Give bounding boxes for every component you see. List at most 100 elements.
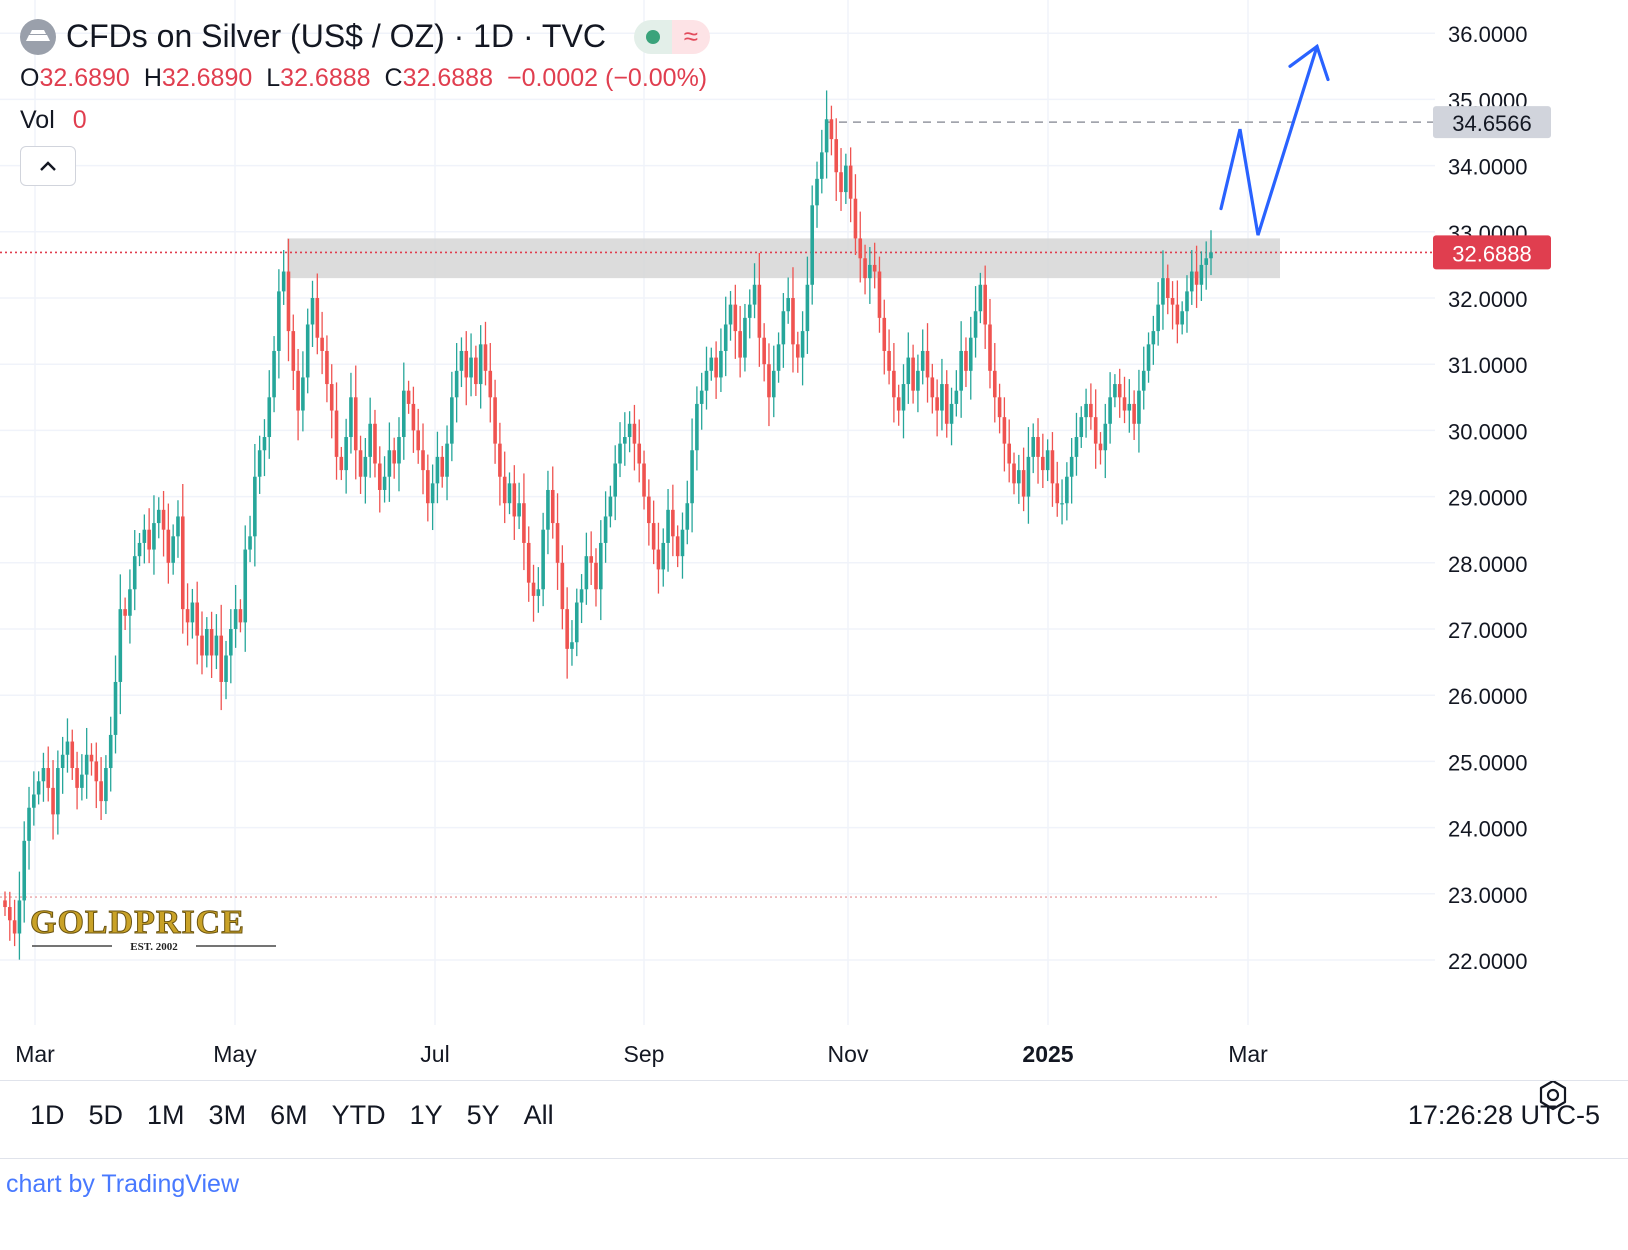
timeframe-1y[interactable]: 1Y (409, 1100, 443, 1130)
candle (757, 252, 762, 367)
timeframe-1d[interactable]: 1D (30, 1100, 65, 1130)
candle-body (84, 754, 89, 775)
time-tick-label: Mar (1228, 1041, 1268, 1067)
candle-body (752, 284, 757, 305)
candle-body (550, 489, 555, 524)
candle (959, 321, 963, 418)
price-tick-label: 32.0000 (1448, 287, 1528, 312)
time-tick-label: 2025 (1022, 1041, 1073, 1067)
symbol-title[interactable]: CFDs on Silver (US$ / OZ) · 1D · TVC (66, 18, 606, 54)
candle (1055, 461, 1060, 517)
candle (853, 174, 858, 255)
chart-settings-button[interactable] (1536, 1078, 1570, 1117)
collapse-legend-button[interactable] (20, 146, 76, 186)
candle-body (844, 165, 848, 193)
candle-body (704, 370, 709, 391)
candle-body (901, 384, 906, 411)
candle-body (229, 629, 233, 656)
candle (603, 491, 608, 563)
candle-body (791, 298, 795, 345)
candle (791, 267, 795, 373)
candle-body (41, 768, 46, 782)
candle-body (627, 423, 632, 438)
candle-body (406, 390, 411, 404)
tradingview-credit-link[interactable]: chart by TradingView (6, 1170, 239, 1198)
time-axis[interactable]: Mar May Jul Sep Nov 2025 Mar (15, 1041, 1268, 1067)
chart-clock[interactable]: 17:26:28 UTC-5 (1407, 1100, 1600, 1130)
candle-body (944, 384, 949, 424)
candle-body (872, 264, 877, 272)
candle-body (320, 337, 324, 351)
last-price-tag (1433, 235, 1551, 270)
candle (574, 588, 579, 657)
candle (320, 311, 324, 375)
timeframe-3m[interactable]: 3M (208, 1100, 247, 1130)
candle-body (887, 350, 891, 371)
candle-body (464, 350, 469, 378)
candle (277, 269, 281, 379)
candle (416, 408, 421, 464)
candle (872, 242, 877, 289)
timeframe-ytd[interactable]: YTD (331, 1100, 386, 1130)
candle-body (829, 119, 834, 140)
candlestick-series (3, 90, 1213, 960)
candle-body (1098, 443, 1103, 451)
candle (60, 736, 65, 794)
candle-body (171, 536, 175, 563)
candle (132, 530, 137, 611)
candle-body (137, 542, 142, 557)
candle-body (1074, 437, 1079, 457)
candle (949, 387, 954, 446)
candle-body (916, 370, 920, 391)
timeframe-1m[interactable]: 1M (147, 1100, 185, 1130)
candle (1012, 452, 1016, 495)
timeframe-5y[interactable]: 5Y (466, 1100, 500, 1130)
candle-body (805, 284, 810, 332)
candle-body (416, 430, 421, 451)
candle-body (517, 503, 521, 517)
candle-body (877, 271, 882, 318)
candle-body (925, 350, 930, 378)
candle (430, 464, 435, 531)
timeframe-6m[interactable]: 6M (270, 1100, 308, 1130)
candle (152, 495, 156, 575)
candle (200, 611, 204, 675)
candle (166, 503, 171, 584)
candle-body (156, 509, 161, 524)
candle-body (507, 483, 512, 504)
candle (1180, 301, 1184, 335)
candle (1045, 439, 1050, 482)
candle (546, 470, 550, 555)
candle-body (733, 304, 738, 332)
timeframe-5d[interactable]: 5D (88, 1100, 124, 1130)
candle (99, 757, 103, 820)
candle-body (498, 443, 502, 477)
candle (1194, 245, 1199, 308)
resistance-zone (287, 238, 1280, 279)
candle (781, 293, 786, 368)
candle (1170, 281, 1175, 330)
candle (815, 161, 819, 228)
candle-body (233, 609, 238, 629)
candle (699, 372, 704, 430)
candle (805, 256, 810, 354)
price-chart[interactable]: 22.0000 23.0000 24.0000 25.0000 26.0000 27.00… (0, 0, 1628, 1080)
change-value: −0.0002 (−0.00%) (506, 64, 708, 92)
candle-body (483, 344, 488, 371)
price-tick-label: 30.0000 (1448, 419, 1528, 444)
candle-body (964, 350, 968, 371)
candle (478, 325, 483, 409)
candle-body (868, 264, 872, 279)
candle (1165, 264, 1170, 315)
candle (930, 363, 935, 414)
candle-body (848, 165, 853, 199)
candle-body (728, 304, 733, 325)
price-axis[interactable]: 22.0000 23.0000 24.0000 25.0000 26.0000 27.00… (1448, 22, 1528, 974)
timeframe-all[interactable]: All (523, 1100, 554, 1130)
candle-body (8, 907, 12, 921)
market-status[interactable]: ≈ (633, 19, 710, 54)
candle-body (65, 741, 70, 755)
candle (627, 411, 632, 453)
candle (584, 532, 589, 605)
candle-body (450, 397, 454, 444)
